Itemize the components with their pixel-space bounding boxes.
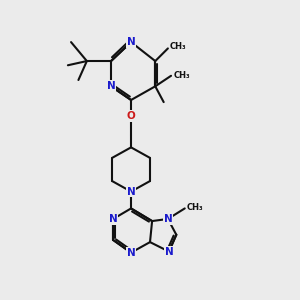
Text: CH₃: CH₃ [187,203,203,212]
Text: N: N [165,247,173,256]
Text: CH₃: CH₃ [170,42,187,51]
Text: CH₃: CH₃ [173,71,190,80]
Text: N: N [127,187,135,196]
Text: O: O [127,111,135,121]
Text: N: N [164,214,172,224]
Text: N: N [127,248,135,258]
Text: N: N [127,37,135,47]
Text: N: N [109,214,118,224]
Text: N: N [107,81,116,91]
